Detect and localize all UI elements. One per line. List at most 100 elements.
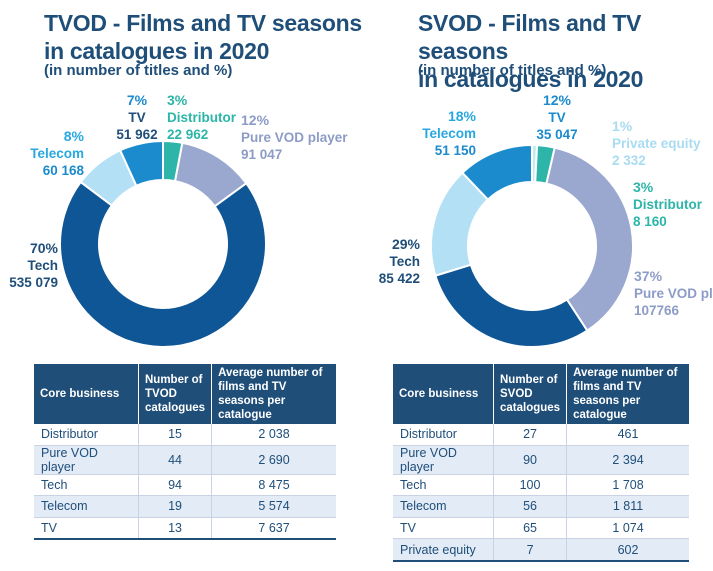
svod-row-2-business: Tech [393, 474, 494, 497]
tvod-label-telecom-value: 60 168 [42, 163, 84, 178]
tvod-label-telecom: 8% Telecom 60 168 [20, 128, 84, 179]
tvod-label-distributor-pct: 3% [167, 92, 188, 108]
svod-row-5-average: 602 [566, 538, 689, 562]
tvod-row-0-average: 2 038 [211, 424, 336, 446]
svod-row-0-average: 461 [566, 424, 689, 446]
tvod-label-distributor-value: 22 962 [167, 127, 209, 142]
table-row: Distributor 15 2 038 [34, 424, 336, 446]
tvod-row-4-count: 13 [137, 517, 212, 541]
svod-row-5-count: 7 [492, 538, 567, 562]
svod-slice-tv [461, 143, 533, 202]
svod-label-tv-pct: 12% [542, 92, 572, 108]
svod-label-distributor: 3% Distributor 8 160 [633, 179, 702, 230]
svod-row-1-average: 2 394 [566, 445, 689, 475]
tvod-label-distributor-name: Distributor [167, 110, 236, 125]
svod-header-average: Average number of films and TV seasons p… [566, 364, 689, 424]
tvod-title: TVOD - Films and TV seasons in catalogue… [44, 9, 362, 65]
tvod-label-tech-name: Tech [27, 258, 58, 273]
svod-row-4-business: TV [393, 517, 494, 540]
tvod-row-4-average: 7 637 [211, 517, 336, 541]
tvod-label-telecom-pct: 8% [63, 128, 84, 144]
svod-title-line2: in catalogues in 2020 [418, 66, 644, 92]
tvod-header-core-business: Core business [34, 364, 139, 424]
tvod-title-line1: TVOD - Films and TV seasons [44, 10, 362, 36]
tvod-row-3-business: Telecom [34, 495, 139, 518]
svod-header-core-business: Core business [393, 364, 494, 424]
table-row: TV 13 7 637 [34, 517, 336, 541]
svod-label-tv: 12% TV 35 047 [529, 92, 585, 143]
svod-label-private-equity-value: 2 332 [612, 153, 646, 168]
table-row: Telecom 56 1 811 [393, 495, 689, 518]
svod-row-0-business: Distributor [393, 424, 494, 446]
svod-row-3-business: Telecom [393, 495, 494, 518]
tvod-row-3-average: 5 574 [211, 495, 336, 518]
table-row: Tech 94 8 475 [34, 474, 336, 497]
tvod-label-tech-value: 535 079 [9, 275, 58, 290]
svod-row-4-average: 1 074 [566, 517, 689, 540]
tvod-row-4-business: TV [34, 517, 139, 541]
tvod-label-telecom-name: Telecom [30, 146, 84, 161]
svod-label-private-equity: 1% Private equity 2 332 [612, 118, 701, 169]
tvod-row-2-average: 8 475 [211, 474, 336, 497]
svod-row-0-count: 27 [492, 424, 567, 446]
tvod-label-tech: 70% Tech 535 079 [0, 240, 58, 291]
tvod-label-tv-value: 51 962 [116, 127, 158, 142]
tvod-table-header: Core business Number of TVOD catalogues … [34, 364, 336, 424]
svod-label-pure-vod-name: Pure VOD player [634, 286, 713, 301]
table-row: Pure VOD player 44 2 690 [34, 445, 336, 475]
svod-label-tech-pct: 29% [391, 236, 420, 252]
tvod-row-2-count: 94 [137, 474, 212, 497]
svod-donut-chart [430, 143, 634, 348]
svod-label-pure-vod-pct: 37% [634, 268, 663, 284]
svod-label-tech: 29% Tech 85 422 [370, 236, 420, 287]
tvod-table: Core business Number of TVOD catalogues … [34, 364, 336, 541]
svod-subtitle: (in number of titles and %) [418, 62, 607, 79]
svod-table-header: Core business Number of SVOD catalogues … [393, 364, 689, 424]
tvod-header-catalogues: Number of TVOD catalogues [138, 364, 213, 424]
tvod-label-tv-name: TV [128, 110, 146, 125]
svod-label-telecom: 18% Telecom 51 150 [416, 108, 476, 159]
svod-label-private-equity-pct: 1% [612, 118, 633, 134]
svod-header-catalogues: Number of SVOD catalogues [493, 364, 568, 424]
svod-label-tech-value: 85 422 [378, 271, 420, 286]
svod-row-3-count: 56 [492, 495, 567, 518]
svod-label-telecom-value: 51 150 [434, 143, 476, 158]
tvod-row-0-count: 15 [137, 424, 212, 446]
tvod-header-average: Average number of films and TV seasons p… [211, 364, 336, 424]
tvod-row-2-business: Tech [34, 474, 139, 497]
svod-label-distributor-name: Distributor [633, 197, 702, 212]
tvod-row-1-count: 44 [137, 445, 212, 475]
tvod-label-pure-vod-value: 91 047 [241, 147, 283, 162]
svod-label-telecom-name: Telecom [422, 126, 476, 141]
svod-label-private-equity-name: Private equity [612, 136, 701, 151]
tvod-slice-tv [118, 139, 164, 188]
tvod-slice-tech [59, 180, 267, 348]
svod-title-line1: SVOD - Films and TV seasons [418, 10, 642, 64]
tvod-row-3-count: 19 [137, 495, 212, 518]
table-row: Telecom 19 5 574 [34, 495, 336, 518]
svod-slice-tech [434, 263, 589, 348]
tvod-label-distributor: 3% Distributor 22 962 [167, 92, 236, 143]
tvod-label-pure-vod-pct: 12% [241, 112, 270, 128]
tvod-label-pure-vod-name: Pure VOD player [241, 130, 348, 145]
svod-slice-pure-vod-player [545, 146, 634, 332]
svod-table: Core business Number of SVOD catalogues … [393, 364, 689, 562]
tvod-row-1-average: 2 690 [211, 445, 336, 475]
svod-row-5-business: Private equity [393, 538, 494, 562]
svod-label-distributor-value: 8 160 [633, 214, 667, 229]
tvod-row-0-business: Distributor [34, 424, 139, 446]
svod-label-tv-name: TV [548, 110, 566, 125]
table-row: TV 65 1 074 [393, 517, 689, 540]
svod-row-3-average: 1 811 [566, 495, 689, 518]
table-row: Private equity 7 602 [393, 538, 689, 562]
svod-row-4-count: 65 [492, 517, 567, 540]
tvod-row-1-business: Pure VOD player [34, 445, 139, 475]
svod-title: SVOD - Films and TV seasons in catalogue… [418, 9, 713, 93]
svod-label-distributor-pct: 3% [633, 179, 654, 195]
svod-label-pure-vod-value: 107766 [634, 303, 680, 318]
svod-row-1-count: 90 [492, 445, 567, 475]
table-row: Distributor 27 461 [393, 424, 689, 446]
table-row: Pure VOD player 90 2 394 [393, 445, 689, 475]
tvod-label-tv-pct: 7% [126, 92, 148, 108]
tvod-label-tv: 7% TV 51 962 [112, 92, 162, 143]
